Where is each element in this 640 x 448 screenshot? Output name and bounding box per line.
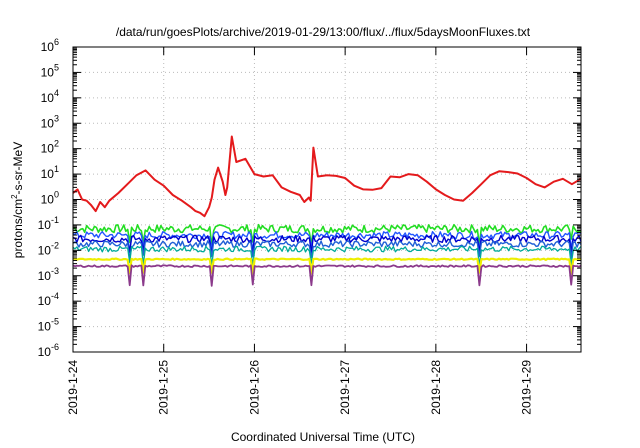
grid-lines: [73, 47, 581, 352]
y-tick-label: 10-5: [38, 317, 59, 334]
series-layer: [72, 135, 582, 218]
chart-title: /data/run/goesPlots/archive/2019-01-29/1…: [116, 25, 531, 39]
x-tick-label: 2019-1-25: [157, 360, 171, 415]
y-tick-label: 10-3: [38, 266, 59, 283]
x-tick-label: 2019-1-26: [247, 360, 261, 415]
low-flux-trace: [72, 234, 582, 256]
y-axis-ticks: 10-6 10-5 10-4 10-3 10-2 10-1 100 101 102 103 104 1…: [38, 37, 581, 359]
low-flux-trace: [72, 257, 582, 275]
flux-series-line: [72, 135, 582, 218]
low-flux-trace: [72, 223, 582, 247]
x-tick-label: 2019-1-24: [66, 360, 80, 415]
x-tick-label: 2019-1-29: [520, 360, 534, 415]
low-flux-trace: [72, 264, 582, 287]
x-axis-label: Coordinated Universal Time (UTC): [231, 430, 415, 444]
y-tick-label: 100: [41, 190, 59, 207]
y-axis-label: protons/cm2-s-sr-MeV: [10, 142, 25, 258]
x-axis-ticks: 2019-1-24 2019-1-25 2019-1-26 2019-1-27 2019…: [66, 47, 534, 415]
y-tick-label: 106: [41, 37, 59, 54]
y-tick-label: 102: [41, 139, 59, 156]
y-tick-label: 103: [41, 113, 59, 130]
y-tick-label: 105: [41, 62, 59, 79]
y-tick-label: 10-2: [38, 240, 59, 257]
y-tick-label: 101: [41, 164, 59, 181]
low-flux-trace: [72, 245, 582, 267]
y-tick-label: 104: [41, 88, 59, 105]
y-tick-label: 10-1: [38, 215, 59, 232]
y-tick-label: 10-4: [38, 291, 59, 308]
x-tick-label: 2019-1-28: [429, 360, 443, 415]
low-flux-band: [72, 223, 582, 287]
low-flux-trace: [72, 240, 582, 260]
x-tick-label: 2019-1-27: [338, 360, 352, 415]
y-tick-label: 10-6: [38, 342, 59, 359]
